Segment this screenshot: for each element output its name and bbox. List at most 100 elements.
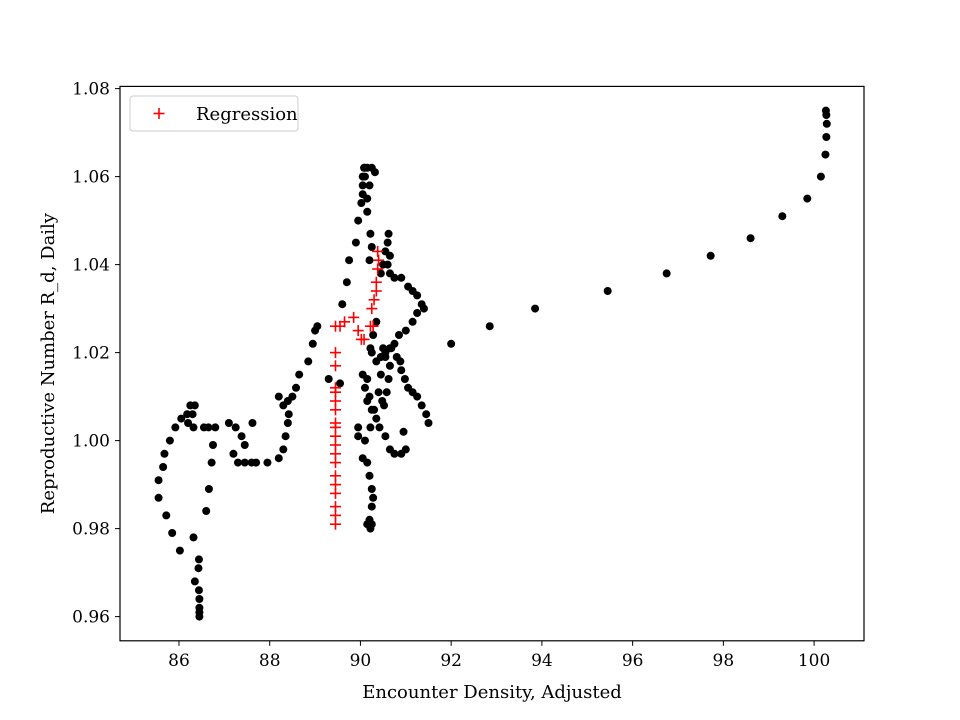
data-point [231, 423, 240, 432]
regression-point [372, 245, 384, 257]
data-point [194, 564, 203, 573]
legend-box [129, 95, 299, 132]
legend-regression-marker [153, 108, 165, 119]
y-tick-label: 1.04 [72, 256, 110, 276]
data-point [313, 322, 322, 331]
y-tick-label: 1.06 [72, 168, 110, 188]
data-point [229, 449, 238, 458]
data-point [351, 238, 360, 247]
data-point [324, 375, 333, 383]
data-point [485, 322, 494, 331]
data-point [162, 511, 171, 520]
data-point [390, 273, 399, 282]
data-point [248, 419, 257, 427]
y-tick-label: 1.00 [72, 432, 110, 452]
data-point [184, 419, 193, 427]
data-point [365, 256, 374, 265]
regression-point [329, 470, 341, 482]
data-point [408, 317, 417, 326]
data-point [342, 278, 351, 287]
data-point [376, 370, 385, 379]
data-point [370, 168, 379, 177]
data-point [154, 476, 163, 485]
data-point [358, 181, 367, 190]
data-point [366, 344, 375, 353]
data-point [381, 353, 390, 361]
data-point [746, 234, 755, 243]
data-point [194, 586, 203, 595]
data-point [189, 423, 198, 432]
data-point [369, 331, 378, 339]
data-point [384, 375, 393, 383]
data-point [168, 529, 177, 537]
data-point [237, 432, 246, 441]
data-point [159, 463, 168, 471]
data-point [397, 273, 406, 282]
data-point [413, 309, 422, 317]
y-tick-label: 0.98 [72, 520, 110, 540]
x-tick-label: 96 [622, 651, 644, 671]
data-point [190, 577, 199, 586]
plot-marks [154, 106, 831, 621]
data-point [413, 392, 422, 401]
data-point [822, 133, 831, 141]
data-point [288, 392, 297, 401]
data-point [360, 172, 369, 181]
data-point [177, 414, 186, 423]
data-point [357, 199, 366, 207]
data-point [401, 326, 410, 335]
data-point [195, 603, 204, 612]
data-point [240, 441, 249, 449]
data-point [209, 441, 217, 449]
data-point [803, 194, 812, 203]
data-point [367, 405, 376, 414]
regression-point [373, 254, 385, 266]
x-tick-label: 90 [350, 651, 372, 671]
data-point [366, 423, 375, 432]
data-point [367, 243, 376, 251]
data-point [422, 410, 431, 419]
data-point [354, 216, 363, 225]
data-point [447, 339, 456, 348]
data-point [400, 375, 409, 383]
data-point [387, 344, 396, 353]
data-point [822, 119, 831, 128]
data-point [369, 493, 378, 502]
data-point [367, 485, 376, 493]
data-point [376, 269, 385, 278]
data-point [292, 383, 301, 392]
regression-point [372, 263, 384, 275]
data-point [263, 458, 272, 467]
data-point [417, 401, 426, 410]
data-point [160, 449, 169, 458]
data-point [336, 379, 345, 388]
regression-point [366, 303, 378, 315]
y-axis: 0.96 0.98 1.00 1.02 1.04 1.06 1.08 [72, 80, 120, 628]
y-tick-label: 0.96 [72, 608, 110, 628]
data-point [171, 423, 180, 432]
data-point [821, 150, 830, 159]
data-point [367, 520, 376, 529]
data-point [413, 291, 422, 300]
data-point [188, 410, 197, 419]
data-point [778, 212, 787, 221]
regression-point [339, 316, 351, 328]
data-point [345, 256, 354, 265]
data-point [662, 269, 671, 278]
data-point [603, 287, 612, 295]
data-point [363, 458, 372, 467]
data-point [382, 388, 391, 397]
data-point [274, 454, 283, 463]
regression-point [358, 333, 370, 345]
data-point [204, 485, 213, 493]
data-point [397, 366, 406, 375]
regression-point [352, 325, 364, 337]
data-point [279, 445, 288, 454]
data-point [816, 172, 825, 181]
data-point [380, 401, 389, 410]
x-tick-label: 98 [713, 651, 735, 671]
data-point [385, 445, 394, 454]
y-tick-label: 1.08 [72, 80, 110, 100]
y-axis-label: Reproductive Number R_d, Daily [38, 212, 59, 514]
